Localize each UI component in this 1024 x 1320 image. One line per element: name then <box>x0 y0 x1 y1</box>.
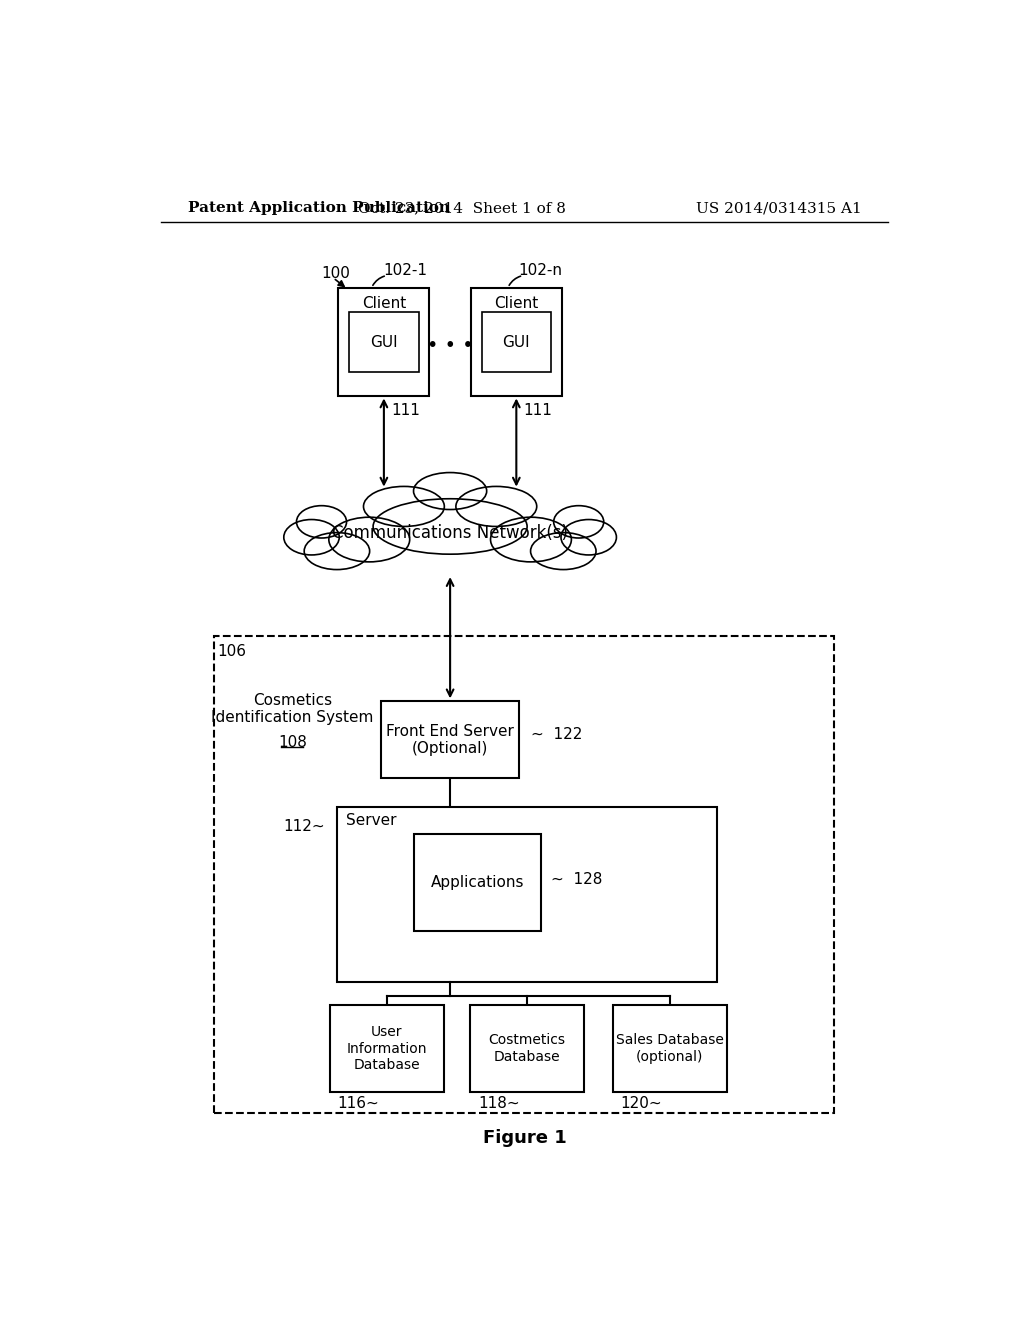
FancyBboxPatch shape <box>471 288 562 396</box>
Ellipse shape <box>304 533 370 570</box>
Text: GUI: GUI <box>370 335 397 350</box>
Ellipse shape <box>297 506 346 539</box>
Ellipse shape <box>530 533 596 570</box>
Text: 102-1: 102-1 <box>383 263 427 277</box>
Text: Applications: Applications <box>431 875 524 890</box>
Text: 100: 100 <box>322 267 350 281</box>
FancyBboxPatch shape <box>612 1006 727 1092</box>
Text: 102-n: 102-n <box>518 263 562 277</box>
Ellipse shape <box>329 517 410 562</box>
Text: Communications Network(s): Communications Network(s) <box>332 524 568 543</box>
Text: Front End Server
(Optional): Front End Server (Optional) <box>386 723 514 756</box>
Text: 120~: 120~ <box>621 1097 662 1111</box>
Text: ~  122: ~ 122 <box>531 727 583 742</box>
Text: 111: 111 <box>391 404 420 418</box>
FancyBboxPatch shape <box>337 807 717 982</box>
Text: 118~: 118~ <box>478 1097 519 1111</box>
Ellipse shape <box>373 499 527 554</box>
Text: Oct. 23, 2014  Sheet 1 of 8: Oct. 23, 2014 Sheet 1 of 8 <box>357 202 565 215</box>
Text: Figure 1: Figure 1 <box>483 1129 566 1147</box>
Ellipse shape <box>456 487 537 527</box>
FancyBboxPatch shape <box>381 701 519 779</box>
Text: Client: Client <box>361 296 406 310</box>
FancyBboxPatch shape <box>470 1006 584 1092</box>
FancyBboxPatch shape <box>349 313 419 372</box>
Text: ~  128: ~ 128 <box>551 873 602 887</box>
FancyBboxPatch shape <box>339 288 429 396</box>
FancyBboxPatch shape <box>481 313 551 372</box>
Text: GUI: GUI <box>503 335 530 350</box>
Text: Cosmetics
Identification System: Cosmetics Identification System <box>211 693 374 725</box>
Text: 116~: 116~ <box>338 1097 380 1111</box>
Text: Client: Client <box>495 296 539 310</box>
Text: Costmetics
Database: Costmetics Database <box>488 1034 565 1064</box>
Ellipse shape <box>490 517 571 562</box>
Text: 111: 111 <box>523 404 552 418</box>
Text: Server: Server <box>346 813 396 828</box>
Ellipse shape <box>364 487 444 527</box>
Ellipse shape <box>284 520 339 554</box>
Ellipse shape <box>561 520 616 554</box>
Bar <box>214 636 835 1113</box>
Text: • • •: • • • <box>427 337 473 355</box>
Ellipse shape <box>414 473 486 510</box>
Text: 112~: 112~ <box>284 820 326 834</box>
Text: 108: 108 <box>278 734 307 750</box>
Text: User
Information
Database: User Information Database <box>347 1026 427 1072</box>
Text: 106: 106 <box>217 644 247 659</box>
Text: US 2014/0314315 A1: US 2014/0314315 A1 <box>696 202 862 215</box>
Text: Sales Database
(optional): Sales Database (optional) <box>615 1034 724 1064</box>
Text: Patent Application Publication: Patent Application Publication <box>188 202 451 215</box>
Ellipse shape <box>554 506 604 539</box>
FancyBboxPatch shape <box>330 1006 444 1092</box>
FancyBboxPatch shape <box>414 834 541 931</box>
